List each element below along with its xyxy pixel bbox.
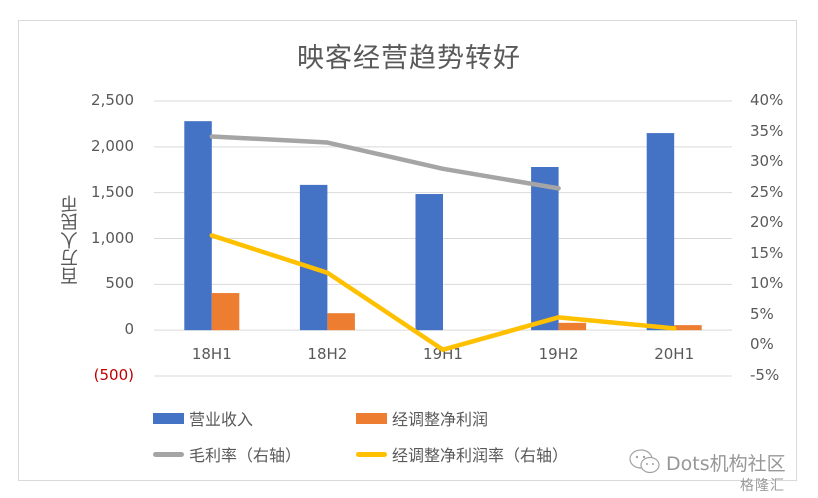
legend-item-adj-net-margin: 经调整净利润率（右轴） bbox=[356, 442, 568, 466]
y2-tick-label: 20% bbox=[750, 213, 784, 232]
legend-label: 营业收入 bbox=[189, 410, 254, 429]
y2-tick-label: -5% bbox=[750, 366, 780, 384]
y2-tick-label: 15% bbox=[750, 243, 784, 262]
legend-label: 经调整净利润 bbox=[392, 410, 489, 429]
legend-item-adj-net-profit: 经调整净利润 bbox=[356, 406, 488, 430]
bar bbox=[674, 325, 702, 331]
legend-swatch bbox=[356, 451, 387, 457]
legend-item-revenue: 营业收入 bbox=[153, 406, 253, 430]
bar bbox=[415, 194, 443, 331]
bar bbox=[327, 313, 355, 331]
legend-swatch bbox=[153, 451, 184, 457]
bar bbox=[646, 133, 675, 331]
y-tick-label: 500 bbox=[105, 274, 134, 293]
bar bbox=[558, 322, 587, 331]
bar bbox=[211, 293, 240, 331]
line-series bbox=[209, 233, 677, 352]
chart-title: 映客经营趋势转好 bbox=[297, 43, 521, 74]
y2-tick-label: 35% bbox=[750, 121, 784, 140]
y2-tick-label: 30% bbox=[750, 152, 784, 171]
x-tick-label: 18H1 bbox=[191, 345, 232, 363]
watermark-text: Dots机构社区 bbox=[666, 452, 786, 475]
x-tick-label: 20H1 bbox=[654, 345, 695, 363]
y-tick-label: 2,500 bbox=[91, 91, 134, 109]
y2-tick-label: 25% bbox=[750, 182, 784, 201]
bar bbox=[184, 121, 212, 331]
y-tick-label: 1,500 bbox=[91, 182, 134, 201]
legend-swatch bbox=[356, 412, 387, 424]
x-tick-label: 19H2 bbox=[538, 345, 579, 363]
y2-tick-label: 5% bbox=[750, 304, 774, 323]
wechat-icon bbox=[629, 449, 660, 474]
y2-tick-label: 40% bbox=[750, 91, 784, 109]
y-tick-label: 2,000 bbox=[91, 136, 134, 155]
legend-swatch bbox=[153, 412, 184, 424]
y-tick-label: 0 bbox=[124, 320, 134, 339]
bar bbox=[531, 167, 559, 331]
y-tick-label: (500) bbox=[93, 366, 134, 384]
legend-item-gross-margin: 毛利率（右轴） bbox=[153, 442, 301, 466]
y-tick-label: 1,000 bbox=[91, 228, 134, 247]
legend-label: 毛利率（右轴） bbox=[189, 446, 302, 465]
y2-tick-label: 10% bbox=[750, 274, 784, 293]
line-series bbox=[209, 134, 561, 191]
bar bbox=[299, 184, 328, 331]
legend-label: 经调整净利润率（右轴） bbox=[392, 446, 569, 465]
x-tick-label: 18H2 bbox=[307, 345, 348, 363]
y2-tick-label: 0% bbox=[750, 335, 774, 354]
x-tick-label: 19H1 bbox=[423, 345, 463, 363]
watermark: Dots机构社区 bbox=[628, 448, 786, 476]
watermark-logo: 格隆汇 bbox=[740, 478, 785, 494]
